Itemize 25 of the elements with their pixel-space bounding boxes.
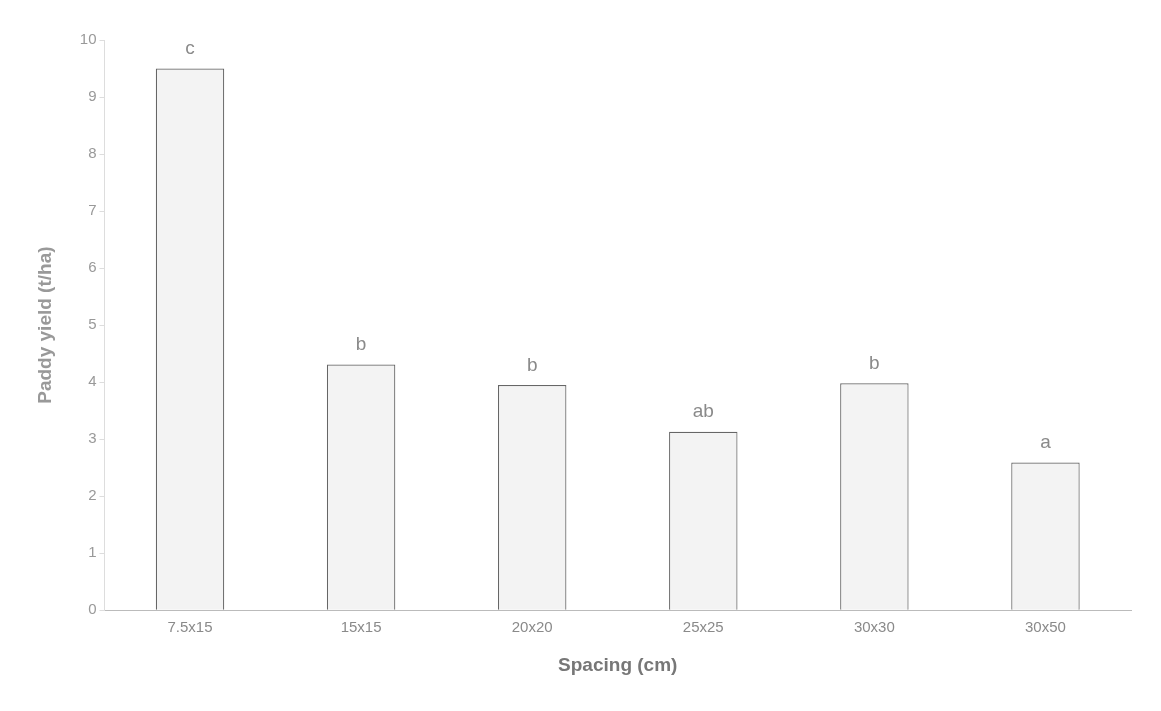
annotation: b [526, 353, 538, 375]
x-tick-label: 25x25 [682, 618, 724, 636]
y-tick-label: 4 [88, 372, 97, 390]
annotation: c [185, 37, 195, 59]
x-axis-title: Spacing (cm) [558, 653, 678, 675]
y-tick-label: 9 [88, 87, 97, 105]
y-tick-label: 3 [88, 429, 97, 447]
x-tick-label: 30x50 [1025, 618, 1066, 636]
y-tick-label: 1 [88, 543, 97, 561]
annotation: ab [692, 400, 714, 422]
y-tick-label: 5 [88, 315, 97, 333]
x-tick-label: 20x20 [511, 618, 553, 636]
x-tick-label: 30x30 [853, 618, 895, 636]
y-tick-label: 7 [88, 201, 97, 219]
y-tick-label: 2 [88, 486, 97, 504]
x-tick-label: 7.5x15 [167, 618, 213, 636]
annotation: b [355, 333, 367, 355]
y-tick-label: 8 [88, 144, 97, 162]
y-tick-label: 6 [88, 258, 97, 276]
y-axis-title: Paddy yield (t/ha) [33, 246, 55, 404]
annotation: b [869, 351, 880, 373]
y-tick-label: 0 [88, 600, 97, 618]
x-tick-label: 15x15 [340, 618, 382, 636]
annotation: a [1040, 431, 1052, 453]
y-tick-label: 10 [79, 30, 97, 48]
